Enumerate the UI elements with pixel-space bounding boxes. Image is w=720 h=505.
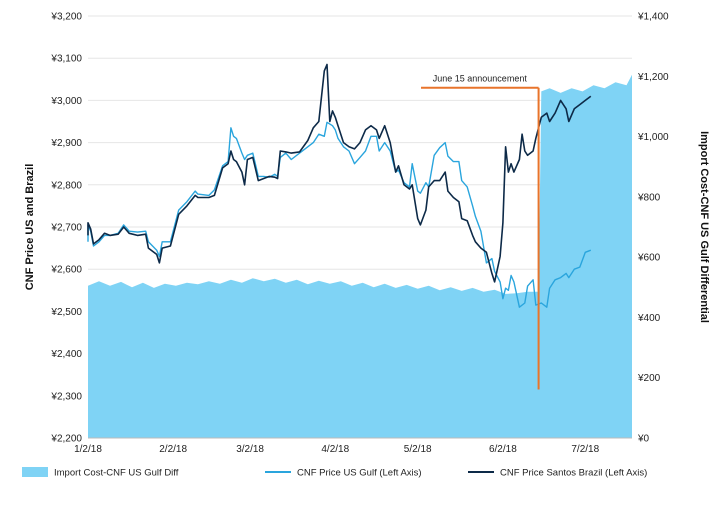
x-axis-tick-label: 7/2/18 bbox=[571, 444, 599, 455]
x-axis-tick-label: 3/2/18 bbox=[236, 444, 264, 455]
left-axis-tick-label: ¥2,600 bbox=[50, 265, 82, 276]
left-axis-tick-label: ¥2,300 bbox=[50, 391, 82, 402]
left-axis-tick-label: ¥2,900 bbox=[50, 138, 82, 149]
area-layer bbox=[88, 74, 632, 439]
axis-layer: ¥2,200 ¥2,300 ¥2,400 ¥2,500 ¥2,600 ¥2,700 ¥2,8… bbox=[50, 12, 669, 456]
right-axis-tick-label: ¥1,000 bbox=[637, 132, 669, 143]
legend-label: Import Cost-CNF US Gulf Diff bbox=[54, 468, 179, 479]
axis-titles: CNF Price US and Brazil Import Cost-CNF … bbox=[24, 131, 710, 323]
legend-swatch-area bbox=[22, 467, 48, 477]
legend-label: CNF Price Santos Brazil (Left Axis) bbox=[500, 468, 647, 479]
right-axis-tick-label: ¥0 bbox=[637, 434, 650, 445]
x-axis-tick-label: 6/2/18 bbox=[489, 444, 517, 455]
line-series-us-gulf bbox=[87, 121, 592, 308]
annotation-layer: June 15 announcement bbox=[421, 74, 540, 390]
right-axis-tick-label: ¥600 bbox=[637, 253, 661, 264]
left-axis-tick-label: ¥2,200 bbox=[50, 434, 82, 445]
left-axis-tick-label: ¥3,200 bbox=[50, 12, 82, 23]
left-axis-tick-label: ¥2,700 bbox=[50, 223, 82, 234]
annotation-label: June 15 announcement bbox=[433, 74, 528, 84]
right-axis-title: Import Cost-CNF US Gulf Differential bbox=[698, 131, 710, 323]
legend: Import Cost-CNF US Gulf Diff CNF Price US… bbox=[22, 467, 647, 479]
x-axis-tick-label: 5/2/18 bbox=[404, 444, 432, 455]
left-axis-title: CNF Price US and Brazil bbox=[24, 164, 36, 291]
left-axis-tick-label: ¥2,500 bbox=[50, 307, 82, 318]
legend-label: CNF Price US Gulf (Left Axis) bbox=[297, 468, 422, 479]
line-layer bbox=[87, 63, 592, 308]
left-axis-tick-label: ¥3,100 bbox=[50, 54, 82, 65]
left-axis-tick-label: ¥2,800 bbox=[50, 180, 82, 191]
line-series-santos-brazil bbox=[87, 63, 592, 283]
x-axis-tick-label: 2/2/18 bbox=[159, 444, 187, 455]
right-axis-tick-label: ¥200 bbox=[637, 373, 661, 384]
right-axis-tick-label: ¥1,400 bbox=[637, 12, 669, 23]
right-axis-tick-label: ¥1,200 bbox=[637, 72, 669, 83]
area-series-import-cost-diff bbox=[88, 74, 632, 439]
x-axis-tick-label: 4/2/18 bbox=[321, 444, 349, 455]
right-axis-tick-label: ¥400 bbox=[637, 313, 661, 324]
right-axis-tick-label: ¥800 bbox=[637, 192, 661, 203]
left-axis-tick-label: ¥3,000 bbox=[50, 96, 82, 107]
x-axis-tick-label: 1/2/18 bbox=[74, 444, 102, 455]
left-axis-tick-label: ¥2,400 bbox=[50, 349, 82, 360]
